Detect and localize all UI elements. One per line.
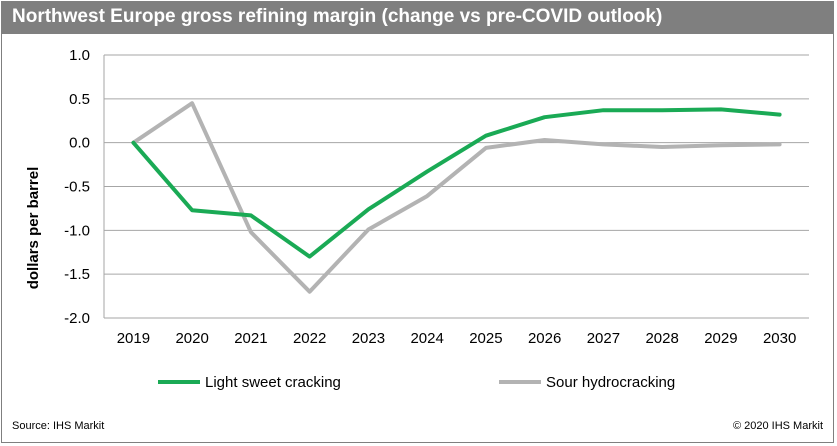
source-note: Source: IHS Markit [12,420,105,432]
series-line-sour-hydrocracking [131,101,782,294]
x-tick-label: 2030 [763,330,796,347]
y-axis-label: dollars per barrel [25,167,42,290]
y-tick-label: -0.5 [64,179,90,196]
series-line-light-sweet-cracking [131,107,782,259]
legend: Light sweet cracking Sour hydrocracking [158,374,675,391]
y-tick-label: -1.5 [64,266,90,283]
y-tick-label: 0.0 [69,135,90,152]
y-tick-label: -2.0 [64,310,90,327]
legend-label: Light sweet cracking [205,374,341,391]
series-lines [131,101,782,294]
x-tick-labels: 2019 2020 2021 2022 2023 2024 2025 2026 2027 2028… [117,330,797,347]
x-tick-label: 2024 [410,330,443,347]
legend-label: Sour hydrocracking [546,374,675,391]
x-tick-label: 2026 [528,330,561,347]
gridlines [103,54,809,319]
x-tick-label: 2025 [469,330,502,347]
x-tick-label: 2028 [645,330,678,347]
y-tick-label: 1.0 [69,47,90,64]
x-tick-label: 2023 [352,330,385,347]
x-tick-label: 2029 [704,330,737,347]
y-tick-label: 0.5 [69,91,90,108]
x-tick-label: 2020 [175,330,208,347]
y-tick-labels: 1.0 0.5 0.0 -0.5 -1.0 -1.5 -2.0 [64,47,90,327]
title-bar: Northwest Europe gross refining margin (… [2,2,833,34]
chart-title: Northwest Europe gross refining margin (… [12,6,663,27]
x-tick-label: 2022 [293,330,326,347]
y-tick-label: -1.0 [64,222,90,239]
x-tick-label: 2019 [117,330,150,347]
x-tick-label: 2021 [234,330,267,347]
x-tick-label: 2027 [587,330,620,347]
copyright-note: © 2020 IHS Markit [732,420,823,432]
